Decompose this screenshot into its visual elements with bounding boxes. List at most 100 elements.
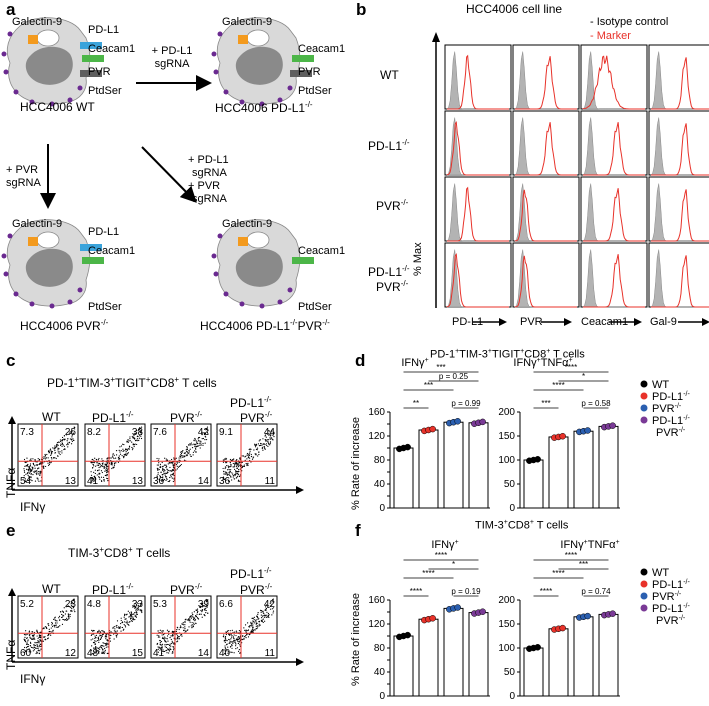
facs-dot	[170, 648, 172, 651]
facs-dot	[229, 462, 232, 464]
facs-dot	[255, 621, 257, 623]
facs-dot	[183, 452, 185, 454]
facs-dot	[91, 633, 93, 636]
facs-dot	[206, 431, 209, 434]
facs-dot	[33, 634, 35, 636]
facs-dot	[66, 610, 68, 612]
facs-dot	[254, 620, 257, 622]
facs-c-col-pvr: PVR-/-	[170, 410, 203, 425]
facs-dot	[54, 445, 56, 447]
facs-dot	[203, 604, 205, 607]
facs-dot	[23, 475, 25, 477]
f-right-title: IFNγ+TNFα+	[560, 539, 619, 551]
pdl1ko-pvr-label: PVR	[298, 66, 321, 78]
panel-f-title: TIM-3+CD8+ T cells	[475, 519, 569, 532]
facs-dot	[257, 455, 259, 457]
facs-dot	[44, 453, 46, 456]
facs-dot	[38, 480, 40, 482]
facs-dot	[228, 474, 230, 476]
facs-dot	[104, 649, 106, 651]
facs-dot	[227, 651, 230, 653]
hist-xarrow-head	[564, 318, 572, 326]
facs-dot	[270, 433, 272, 435]
f-legend-label-0: WT	[652, 567, 669, 579]
dko-ptdser-label: PtdSer	[298, 301, 332, 313]
d-left-ytick-label: 120	[368, 431, 385, 442]
facs-dot	[249, 450, 251, 452]
f-left-bar-2	[443, 607, 464, 697]
pvrko-ceacam1	[82, 257, 104, 264]
facs-dot	[158, 479, 160, 481]
facs-dot	[230, 475, 232, 477]
d-right-title: IFNγ+TNFα+	[513, 357, 572, 369]
facs-dot	[189, 621, 191, 623]
d-left-bar-3	[468, 422, 489, 509]
f-legend-dot-2	[640, 592, 648, 600]
facs-quad-lr: 13	[132, 476, 144, 487]
facs-dot	[261, 620, 263, 622]
facs-quad-lr: 11	[265, 648, 276, 659]
f-right-ytick-label: 100	[498, 643, 515, 654]
hist-marker	[582, 55, 645, 110]
facs-dot	[117, 457, 120, 459]
facs-dot	[159, 463, 162, 465]
facs-dot	[106, 472, 108, 474]
facs-dot	[113, 630, 115, 632]
facs-quad-ur: 33	[132, 599, 144, 610]
facs-dot	[224, 466, 227, 468]
facs-dot	[230, 633, 232, 636]
facs-dot	[30, 458, 32, 460]
facs-dot	[237, 463, 239, 465]
facs-dot	[31, 466, 33, 468]
facs-dot	[60, 443, 62, 445]
facs-dot	[253, 619, 255, 621]
facs-dot	[66, 440, 68, 442]
facs-quad-ul: 8.2	[87, 427, 101, 438]
facs-dot	[235, 472, 237, 474]
facs-dot	[252, 626, 254, 628]
facs-dot	[270, 437, 272, 439]
facs-dot	[181, 635, 183, 637]
facs-dot	[265, 606, 267, 608]
facs-dot	[172, 633, 174, 636]
facs-dot	[106, 474, 108, 476]
d-right-bar-0	[523, 459, 544, 509]
facs-dot	[128, 448, 130, 450]
facs-dot	[56, 626, 58, 628]
facs-dot	[235, 643, 237, 645]
facs-dot	[175, 469, 177, 471]
pvrko-ptdser-dot	[67, 299, 73, 305]
facs-dot	[23, 477, 25, 479]
facs-dot	[134, 607, 136, 609]
facs-dot	[99, 631, 102, 633]
f-left-ytick-label: 0	[379, 691, 385, 702]
facs-dot	[202, 442, 204, 445]
facs-dot	[103, 465, 106, 467]
pdl1ko-ptdser-dot	[277, 97, 283, 103]
facs-dot	[125, 448, 127, 450]
pvrko-ceacam1-label: Ceacam1	[88, 245, 136, 257]
facs-dot	[170, 474, 172, 476]
facs-dot	[72, 439, 75, 442]
facs-dot	[95, 637, 97, 639]
facs-dot	[173, 642, 175, 644]
facs-dot	[228, 633, 230, 635]
facs-dot	[190, 442, 193, 444]
facs-dot	[97, 651, 100, 654]
facs-dot	[107, 480, 109, 482]
facs-dot	[126, 453, 129, 455]
facs-dot	[136, 435, 139, 437]
facs-dot	[71, 440, 73, 442]
dko-ceacam1	[292, 257, 314, 264]
dko-cell	[211, 219, 314, 309]
facs-dot	[245, 629, 247, 631]
facs-dot	[96, 474, 98, 476]
facs-dot	[98, 457, 100, 460]
facs-dot	[230, 640, 232, 643]
facs-dot	[100, 480, 103, 482]
facs-dot	[106, 470, 108, 472]
facs-dot	[34, 646, 36, 649]
facs-dot	[51, 624, 53, 626]
facs-dot	[178, 636, 180, 638]
